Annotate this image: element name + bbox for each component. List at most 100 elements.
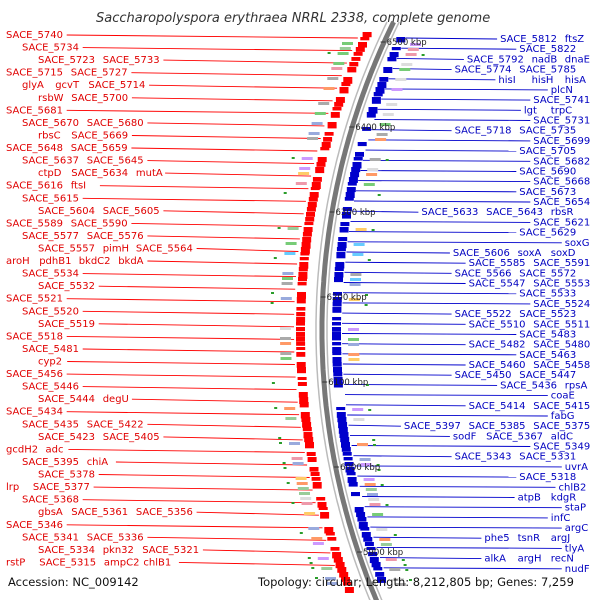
forward-gene: [312, 482, 322, 489]
left-connector-line: [68, 448, 305, 453]
right-connector-line: [346, 251, 450, 254]
gc-tick: [401, 559, 405, 561]
forward-gene: [307, 457, 317, 462]
cog-feature: [376, 528, 388, 531]
forward-gene: [299, 397, 309, 404]
cog-feature: [299, 492, 310, 495]
right-connector-line: [345, 261, 466, 264]
right-gene-label: SACE_5523: [519, 309, 576, 320]
gc-tick: [393, 534, 397, 536]
right-gene-label: SACE_5367: [486, 431, 543, 442]
forward-gene: [304, 437, 314, 443]
left-connector-line: [131, 398, 298, 403]
forward-gene: [330, 547, 340, 551]
left-gene-label: SACE_5321: [142, 545, 199, 556]
forward-gene: [305, 217, 315, 222]
forward-gene: [297, 382, 307, 386]
right-connector-line: [352, 210, 419, 213]
left-connector-line: [66, 109, 329, 114]
right-gene-label: rbsR: [551, 207, 574, 218]
cog-feature: [389, 568, 401, 571]
left-gene-label: SACE_5564: [136, 243, 193, 254]
right-connector-line: [355, 465, 562, 468]
reverse-gene: [353, 157, 363, 161]
reverse-gene: [332, 317, 342, 321]
reverse-gene: [337, 242, 347, 249]
reverse-gene: [341, 442, 350, 448]
cog-feature: [292, 462, 304, 465]
left-connector-line: [66, 373, 296, 378]
left-gene-label: SACE_5519: [38, 319, 95, 330]
right-gene-label: SACE_5699: [533, 136, 590, 147]
gc-tick: [367, 259, 371, 261]
left-connector-line: [66, 411, 300, 416]
right-gene-label: hisA: [565, 75, 586, 86]
reverse-gene: [332, 332, 341, 339]
forward-gene: [330, 112, 340, 118]
forward-gene: [304, 222, 314, 226]
reverse-gene: [366, 112, 376, 118]
right-gene-label: SACE_5397: [404, 421, 461, 432]
reverse-gene: [339, 227, 349, 233]
cog-feature: [407, 48, 419, 51]
forward-gene: [320, 512, 330, 519]
left-gene-label: chiA: [87, 457, 109, 468]
reverse-gene: [344, 462, 354, 467]
gc-tick: [371, 229, 375, 231]
forward-gene: [302, 232, 312, 237]
reverse-gene: [357, 517, 367, 522]
left-connector-line: [178, 561, 335, 566]
right-connector-line: [359, 485, 556, 488]
cog-feature: [280, 327, 291, 330]
cog-feature: [348, 353, 360, 356]
left-connector-line: [82, 386, 297, 391]
gc-tick: [273, 257, 277, 259]
backbone-ring: [319, 20, 396, 600]
left-gene-label: SACE_5341: [22, 532, 79, 543]
right-gene-label: SACE_5654: [533, 197, 590, 208]
forward-gene: [332, 552, 342, 559]
gc-tick: [283, 192, 287, 194]
left-connector-line: [66, 524, 323, 529]
left-gene-label: rstP: [6, 557, 25, 568]
cog-feature: [280, 297, 292, 300]
right-gene-label: SACE_5480: [533, 340, 590, 351]
right-connector-line: [342, 353, 517, 356]
reverse-gene: [342, 212, 351, 219]
right-gene-label: SACE_5585: [469, 258, 526, 269]
forward-gene: [299, 262, 309, 269]
cog-feature: [323, 87, 335, 90]
cog-feature: [280, 337, 291, 340]
left-gene-label: degU: [103, 394, 129, 405]
right-gene-label: SACE_5385: [469, 421, 526, 432]
cog-feature: [350, 278, 361, 281]
forward-gene: [297, 377, 307, 380]
reverse-gene: [368, 552, 378, 557]
right-connector-line: [351, 445, 531, 447]
forward-gene: [321, 142, 331, 148]
left-gene-label: pdhB1: [39, 256, 71, 267]
gc-tick: [377, 194, 381, 196]
left-connector-line: [99, 185, 309, 190]
right-gene-label: SACE_5318: [519, 472, 576, 483]
cog-feature: [280, 352, 292, 355]
kbp-label: 6200 kbp: [327, 293, 367, 303]
forward-gene: [339, 87, 349, 94]
right-gene-label: nadB: [532, 54, 558, 65]
reverse-gene: [336, 412, 346, 418]
left-gene-label: SACE_5590: [71, 218, 128, 229]
right-gene-label: infC: [551, 513, 571, 524]
forward-gene: [297, 292, 306, 299]
left-gene-label: SACE_5700: [71, 93, 128, 104]
kbp-label: 5900 kbp: [363, 548, 403, 558]
reverse-gene: [347, 477, 357, 483]
forward-gene: [297, 367, 306, 374]
left-gene-label: bkdA: [118, 256, 143, 267]
left-connector-line: [98, 285, 296, 290]
forward-gene: [332, 107, 342, 111]
reverse-gene: [339, 432, 349, 438]
left-gene-label: SACE_5589: [6, 218, 63, 229]
right-connector-line: [364, 506, 562, 509]
reverse-gene: [348, 482, 358, 487]
reverse-gene: [373, 92, 383, 97]
